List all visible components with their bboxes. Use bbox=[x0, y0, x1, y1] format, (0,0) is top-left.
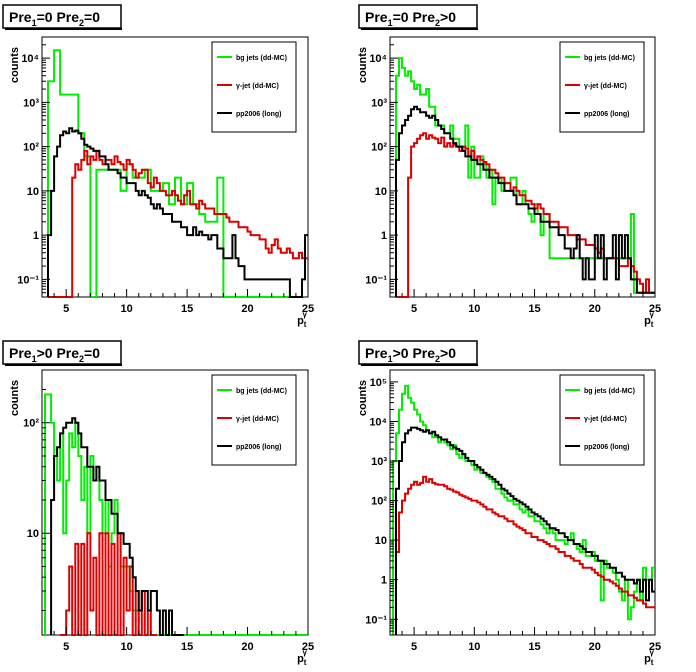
series-bg-line bbox=[392, 384, 655, 635]
y-tick-label: 10 bbox=[375, 535, 387, 547]
x-tick-label: 25 bbox=[649, 641, 661, 653]
y-tick-label: 10⁴ bbox=[369, 416, 387, 428]
y-axis-title: counts bbox=[9, 380, 21, 416]
y-tick-label: 10² bbox=[23, 418, 39, 430]
panel-title-text: Pre1=0 Pre2>0 bbox=[365, 9, 456, 28]
legend: bg jets (dd-MC) γ-jet (dd-MC) pp2006 (long… bbox=[211, 374, 297, 466]
y-tick-label: 10 bbox=[375, 186, 387, 198]
x-tick-label: 5 bbox=[63, 641, 69, 653]
x-tick-label: 5 bbox=[411, 641, 417, 653]
legend-label-gamma: γ-jet (dd-MC) bbox=[236, 83, 279, 90]
y-tick-label: 10⁴ bbox=[369, 53, 387, 65]
y-axis-title: counts bbox=[357, 380, 369, 416]
series-data-line bbox=[395, 105, 655, 297]
x-tick-label: 20 bbox=[241, 641, 253, 653]
legend-label-data: pp2006 (long) bbox=[584, 111, 630, 118]
panel-title: Pre1=0 Pre2=0 bbox=[2, 4, 122, 30]
panel-title: Pre1>0 Pre2>0 bbox=[358, 340, 478, 366]
y-tick-label: 1 bbox=[33, 230, 39, 242]
y-axis-title: counts bbox=[357, 47, 369, 83]
x-tick-label: 5 bbox=[63, 303, 69, 315]
x-tick-label: 15 bbox=[181, 303, 193, 315]
y-tick-label: 10 bbox=[27, 528, 39, 540]
y-tick-label: 10⁻¹ bbox=[365, 274, 387, 286]
x-tick-label: 10 bbox=[468, 641, 480, 653]
series-data-line bbox=[395, 426, 655, 635]
x-tick-label: 15 bbox=[528, 303, 540, 315]
legend-label-gamma: γ-jet (dd-MC) bbox=[236, 416, 279, 423]
y-tick-label: 10⁻¹ bbox=[365, 614, 387, 626]
legend-label-gamma: γ-jet (dd-MC) bbox=[584, 416, 627, 423]
legend-label-bg: bg jets (dd-MC) bbox=[236, 55, 287, 62]
y-tick-label: 10² bbox=[371, 142, 387, 154]
x-axis-title: ptγ bbox=[297, 648, 307, 667]
legend: bg jets (dd-MC) γ-jet (dd-MC) pp2006 (long… bbox=[211, 41, 297, 133]
panel-title-text: Pre1=0 Pre2=0 bbox=[9, 9, 100, 28]
y-tick-label: 10⁵ bbox=[370, 377, 387, 389]
chart-panel-1: Pre1=0 Pre2=0 5 10 15 20 25 10⁻¹ 1 10 10² 10³ 10⁴co… bbox=[2, 4, 314, 329]
legend: bg jets (dd-MC) γ-jet (dd-MC) pp2006 (long… bbox=[559, 41, 645, 133]
series-gamma-line bbox=[48, 149, 308, 298]
y-tick-label: 10³ bbox=[371, 456, 387, 468]
y-tick-label: 10 bbox=[27, 186, 39, 198]
x-tick-label: 10 bbox=[121, 303, 133, 315]
legend-label-data: pp2006 (long) bbox=[584, 444, 630, 451]
x-tick-label: 20 bbox=[589, 641, 601, 653]
x-tick-label: 25 bbox=[302, 641, 314, 653]
panel-title: Pre1=0 Pre2>0 bbox=[358, 4, 478, 30]
x-axis-title: ptγ bbox=[644, 648, 654, 667]
series-data-line bbox=[50, 417, 185, 636]
x-tick-label: 20 bbox=[589, 303, 601, 315]
legend: bg jets (dd-MC) γ-jet (dd-MC) pp2006 (long… bbox=[559, 374, 645, 466]
x-axis-title: ptγ bbox=[644, 310, 654, 329]
y-tick-label: 10⁴ bbox=[21, 53, 39, 65]
y-tick-label: 10³ bbox=[371, 97, 387, 109]
x-tick-label: 15 bbox=[181, 641, 193, 653]
legend-label-bg: bg jets (dd-MC) bbox=[584, 55, 635, 62]
chart-panel-4: Pre1>0 Pre2>0 5 10 15 20 25 10⁻¹ 1 10 10² 10³ 10⁴ 10… bbox=[357, 340, 661, 667]
y-tick-label: 10² bbox=[23, 142, 39, 154]
series-gamma-line bbox=[60, 532, 157, 636]
x-tick-label: 10 bbox=[468, 303, 480, 315]
x-tick-label: 5 bbox=[411, 303, 417, 315]
y-tick-label: 1 bbox=[381, 230, 387, 242]
panel-title: Pre1>0 Pre2=0 bbox=[2, 340, 122, 366]
y-tick-label: 1 bbox=[381, 575, 387, 587]
x-tick-label: 20 bbox=[241, 303, 253, 315]
y-tick-label: 10² bbox=[371, 496, 387, 508]
panel-title-text: Pre1>0 Pre2>0 bbox=[365, 345, 456, 364]
x-tick-label: 10 bbox=[121, 641, 133, 653]
y-tick-label: 10⁻¹ bbox=[17, 274, 39, 286]
x-tick-label: 25 bbox=[649, 303, 661, 315]
legend-label-data: pp2006 (long) bbox=[236, 444, 282, 451]
chart-panel-2: Pre1=0 Pre2>0 5 10 15 20 25 10⁻¹ 1 10 10² 10³ 10⁴co… bbox=[357, 4, 661, 329]
series-gamma-line bbox=[395, 475, 655, 635]
panel-title-text: Pre1>0 Pre2=0 bbox=[9, 345, 100, 364]
legend-label-bg: bg jets (dd-MC) bbox=[584, 388, 635, 395]
y-axis-title: counts bbox=[9, 47, 21, 83]
x-tick-label: 25 bbox=[302, 303, 314, 315]
legend-label-bg: bg jets (dd-MC) bbox=[236, 388, 287, 395]
series-bg-line bbox=[44, 393, 308, 636]
x-axis-title: ptγ bbox=[297, 310, 307, 329]
y-tick-label: 10³ bbox=[23, 97, 39, 109]
x-tick-label: 15 bbox=[528, 641, 540, 653]
series-data-line bbox=[47, 127, 308, 298]
legend-label-data: pp2006 (long) bbox=[236, 111, 282, 118]
legend-label-gamma: γ-jet (dd-MC) bbox=[584, 83, 627, 90]
